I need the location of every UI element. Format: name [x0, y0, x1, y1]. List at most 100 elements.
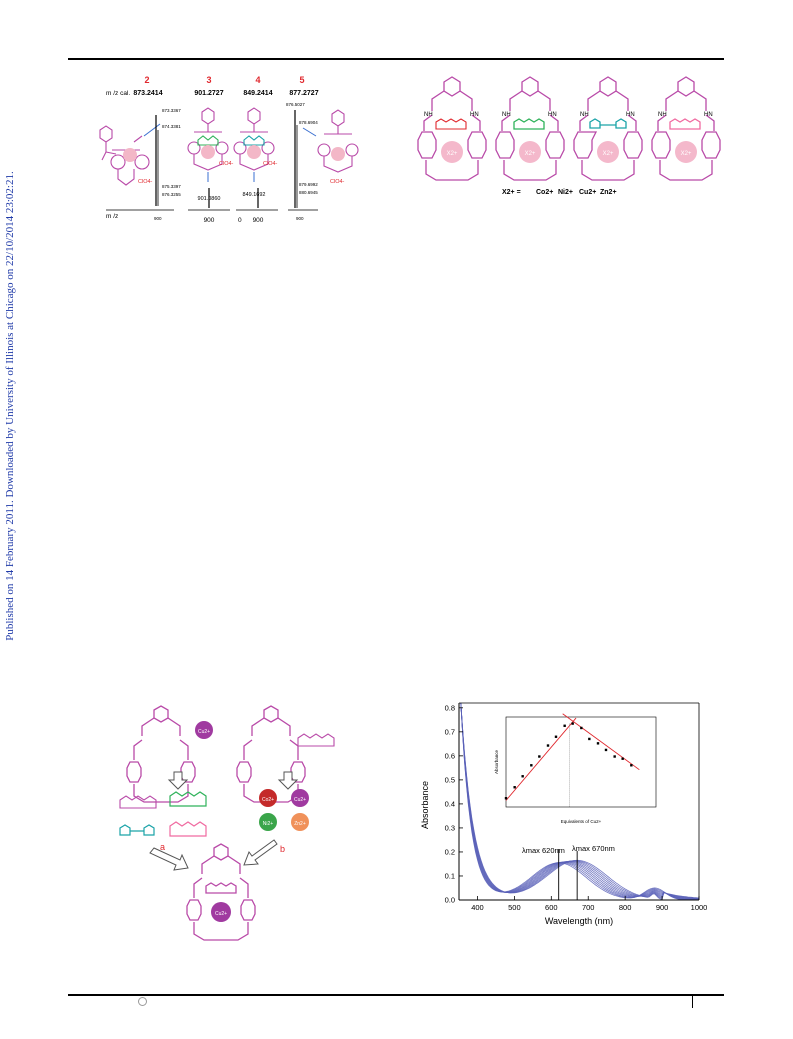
ni-ion — [259, 813, 277, 831]
cu-ion-center — [211, 902, 231, 922]
zn-ion — [291, 813, 309, 831]
macrocycle-1: X2+ NH HN — [417, 76, 487, 181]
ms-panel-2 — [187, 107, 229, 171]
ms-panel-4 — [317, 109, 359, 173]
hn-label-1: HN — [470, 112, 479, 118]
inset-ylabel: Absorbance — [494, 750, 499, 775]
ms-peak-4-label-a: 876.5027 — [286, 102, 305, 107]
macrocycle-figure-svg: X2+ NH HN X2+ NH HN — [417, 76, 721, 196]
ms-arrow-1 — [143, 123, 161, 137]
inset-data-point — [530, 764, 533, 767]
inset-marks — [504, 713, 640, 807]
footer-rule — [68, 994, 724, 996]
metal-label-1: X2+ — [447, 151, 458, 157]
scheme-figure-svg: Cu2+ Co2+ Cu2+ Ni2+ Zn2+ a b — [119, 705, 335, 941]
ni-ion-label: Ni2+ — [263, 821, 274, 827]
annotation-670: λmax 670nm — [572, 844, 615, 853]
ms-axis-2-tick: 900 — [204, 217, 215, 224]
inset-data-point — [571, 722, 574, 725]
scheme-figure: Cu2+ Co2+ Cu2+ Ni2+ Zn2+ a b — [110, 700, 350, 960]
ms-figure: 2 3 4 5 m /z cal. 873.2414 901.2727 849.… — [98, 70, 388, 235]
inset-fit-line-rise — [505, 717, 577, 801]
phen-ligand-purple — [119, 795, 157, 809]
inset-data-point — [563, 724, 566, 727]
ms-axis-label: m /z — [106, 213, 118, 220]
inset-data-point — [580, 726, 583, 730]
x-tick-label: 800 — [619, 903, 632, 912]
ms-axis-3-tick-900: 900 — [253, 217, 264, 224]
ms-axis-4-tick: 900 — [296, 216, 304, 221]
nh-label-4: NH — [658, 112, 667, 118]
uv-vis-chart: 400 500 600 700 800 900 1000 0.0 0.1 0.2 0.3 0.4 0.… — [414, 695, 714, 935]
down-arrow-left — [167, 771, 189, 790]
calc-label: m /z cal. — [106, 90, 130, 97]
arrow-route-a — [149, 847, 189, 871]
spectrum-curve — [460, 702, 700, 900]
inset-data-point — [621, 757, 624, 760]
metal-label-3: X2+ — [603, 151, 614, 157]
metal-ion-4 — [675, 141, 697, 163]
hn-label-4: HN — [704, 112, 713, 118]
ms-peak-4-label-d: 880.6945 — [299, 190, 318, 195]
ms-axis-3-tick-0: 0 — [238, 217, 242, 224]
x-ticks: 400 500 600 700 800 900 1000 — [471, 896, 707, 912]
calc-value-4: 849.2414 — [243, 90, 272, 97]
metal-label-4: X2+ — [681, 151, 692, 157]
footer-tick-mark — [692, 996, 693, 1008]
y-tick-label: 0.8 — [445, 703, 455, 712]
down-arrow-right — [277, 771, 299, 790]
anion-label-panel-1: ClO4- — [138, 179, 153, 185]
macrocycle-figure: X2+ NH HN X2+ NH HN — [414, 70, 724, 200]
compound-number-4: 4 — [255, 75, 260, 85]
nh-label-1: NH — [424, 112, 433, 118]
route-b-label: b — [280, 844, 285, 854]
phen-ligand-top-right — [297, 733, 335, 747]
x-tick-label: 900 — [656, 903, 669, 912]
footer-circle-mark — [138, 997, 147, 1006]
phen-ligand-green — [169, 791, 207, 807]
inset-data-point — [630, 764, 633, 767]
ms-peak-2-label: 901.0860 — [198, 196, 221, 202]
phen-ligand-pink — [169, 821, 207, 837]
metal-ion-panel-2 — [201, 145, 215, 159]
x-tick-label: 1000 — [691, 903, 708, 912]
anion-label-panel-3: ClO4- — [263, 161, 278, 167]
inset-data-point — [588, 737, 591, 741]
macrocycle-2: X2+ NH HN — [495, 76, 565, 181]
anion-label-panel-4: ClO4- — [330, 179, 345, 185]
x-tick-label: 700 — [582, 903, 595, 912]
uv-xlabel: Wavelength (nm) — [545, 916, 613, 926]
metal-legend-cu: Cu2+ — [579, 189, 596, 196]
y-tick-label: 0.3 — [445, 823, 455, 832]
x-tick-label: 600 — [545, 903, 558, 912]
ms-peak-1-label-d: 876.3255 — [162, 192, 181, 197]
inset-data-point — [521, 775, 524, 778]
inset-data-point — [554, 735, 558, 738]
bipy-ligand-teal — [119, 824, 155, 836]
metal-ion-1 — [441, 141, 463, 163]
product-complex — [186, 843, 256, 941]
compound-number-2: 2 — [144, 75, 149, 85]
ms-peak-4-label-b: 878.6904 — [299, 120, 318, 125]
ms-peak-1-label-c: 875.3397 — [162, 184, 181, 189]
ms-arrow-4 — [302, 127, 317, 137]
ms-peak-4-label-c: 879.6992 — [299, 182, 318, 187]
y-tick-label: 0.5 — [445, 775, 455, 784]
cu-ion-label: Cu2+ — [294, 797, 306, 803]
macrocycle-4: X2+ NH HN — [651, 76, 721, 181]
metal-ion-panel-1 — [123, 148, 137, 162]
cu-ion — [291, 789, 309, 807]
uv-curves — [460, 702, 700, 901]
x-tick-label: 400 — [471, 903, 484, 912]
inset-xlabel: Equivalents of Cu2+ — [561, 819, 602, 824]
metal-legend-co: Co2+ — [536, 189, 553, 196]
y-tick-label: 0.0 — [445, 896, 455, 905]
calc-value-5: 877.2727 — [289, 90, 318, 97]
inset-data-point — [513, 786, 516, 789]
inset-data-point — [546, 744, 550, 747]
free-macrocycle-right — [236, 705, 306, 803]
inset-frame — [505, 716, 657, 808]
x-tick-label: 500 — [508, 903, 521, 912]
y-tick-label: 0.1 — [445, 871, 455, 880]
annotation-620: λmax 620nm — [522, 846, 565, 855]
